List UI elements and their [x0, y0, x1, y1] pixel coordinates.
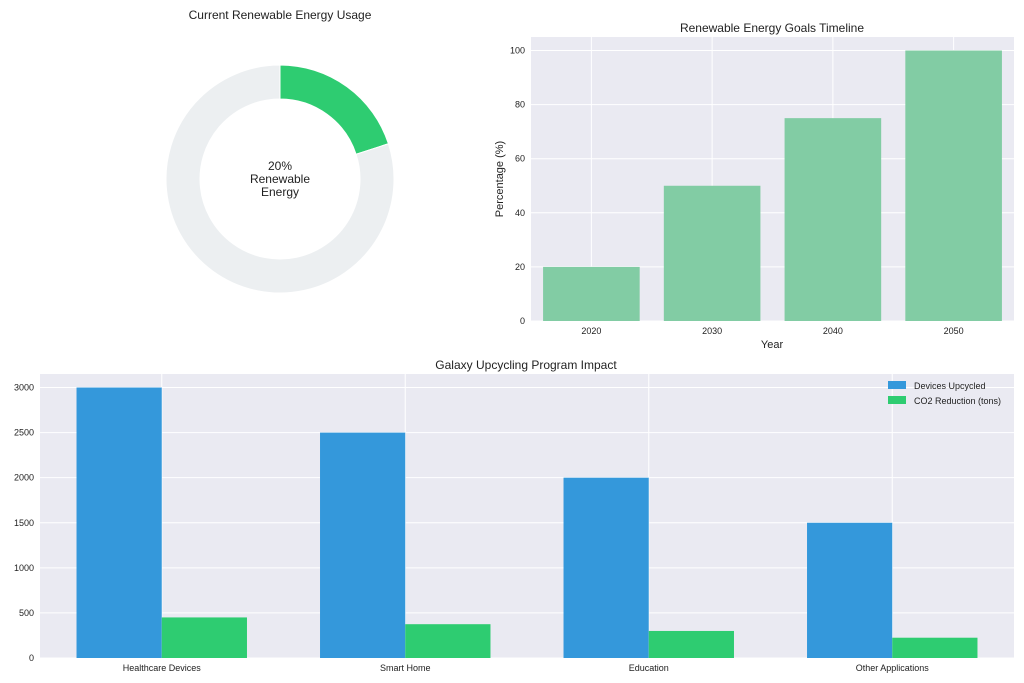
goals-bar-chart: Renewable Energy Goals Timeline 02040608… [494, 21, 1014, 351]
x-tick-label: Smart Home [380, 663, 431, 673]
x-tick-label: 2040 [823, 326, 843, 336]
y-tick-label: 0 [520, 316, 525, 326]
upcycling-chart-title: Galaxy Upcycling Program Impact [435, 358, 617, 372]
x-tick-label: 2030 [702, 326, 722, 336]
goals-chart-title: Renewable Energy Goals Timeline [680, 21, 864, 35]
legend-label-devices: Devices Upcycled [914, 381, 986, 391]
goals-bars [543, 50, 1002, 322]
y-tick-label: 1500 [14, 518, 34, 528]
bar-co2-reduction-tons--smart-home [405, 624, 491, 658]
donut-slice-non-renewable [165, 64, 395, 294]
y-tick-label: 500 [19, 608, 34, 618]
donut-chart: Current Renewable Energy Usage 20% Renew… [165, 8, 395, 294]
donut-slice-renewable [279, 64, 390, 155]
upcycling-bars [76, 387, 978, 658]
goals-y-tick-labels: 0 20 40 60 80 100 [510, 46, 525, 326]
bar-devices-upcycled-smart-home [320, 432, 406, 658]
donut-center-line-1: 20% [268, 159, 292, 173]
y-tick-label: 2000 [14, 473, 34, 483]
upcycling-y-tick-labels: 0 500 1000 1500 2000 2500 3000 [14, 383, 34, 663]
x-tick-label: Education [629, 663, 669, 673]
bar-2040 [784, 118, 882, 322]
bar-2030 [663, 185, 761, 321]
y-tick-label: 1000 [14, 563, 34, 573]
upcycling-bar-chart: Galaxy Upcycling Program Impact 0 500 1000… [14, 358, 1014, 673]
donut-chart-title: Current Renewable Energy Usage [189, 8, 372, 22]
legend-swatch-co2 [888, 396, 906, 404]
x-tick-label: 2050 [944, 326, 964, 336]
goals-y-axis-label: Percentage (%) [494, 141, 506, 217]
legend-label-co2: CO2 Reduction (tons) [914, 396, 1001, 406]
bar-2050 [905, 50, 1002, 322]
upcycling-x-tick-labels: Healthcare Devices Smart Home Education Oth… [123, 663, 930, 673]
bar-devices-upcycled-other-applications [807, 522, 893, 658]
y-tick-label: 100 [510, 46, 525, 56]
x-tick-label: Other Applications [856, 663, 930, 673]
bar-co2-reduction-tons--healthcare-devices [161, 617, 247, 658]
upcycling-legend: Devices Upcycled CO2 Reduction (tons) [888, 381, 1001, 406]
bar-2020 [543, 266, 640, 321]
donut-center-line-2: Renewable [250, 172, 310, 186]
x-tick-label: Healthcare Devices [123, 663, 202, 673]
bar-devices-upcycled-education [563, 477, 649, 658]
goals-x-axis-label: Year [761, 339, 784, 351]
y-tick-label: 20 [515, 262, 525, 272]
y-tick-label: 80 [515, 100, 525, 110]
bar-co2-reduction-tons--education [648, 630, 734, 658]
y-tick-label: 3000 [14, 383, 34, 393]
donut-slices [165, 64, 395, 294]
goals-x-tick-labels: 2020 2030 2040 2050 [581, 326, 963, 336]
y-tick-label: 0 [29, 653, 34, 663]
x-tick-label: 2020 [581, 326, 601, 336]
donut-center-line-3: Energy [261, 185, 299, 199]
bar-co2-reduction-tons--other-applications [892, 637, 978, 658]
bar-devices-upcycled-healthcare-devices [76, 387, 162, 658]
y-tick-label: 60 [515, 154, 525, 164]
y-tick-label: 40 [515, 208, 525, 218]
legend-swatch-devices [888, 381, 906, 389]
y-tick-label: 2500 [14, 428, 34, 438]
